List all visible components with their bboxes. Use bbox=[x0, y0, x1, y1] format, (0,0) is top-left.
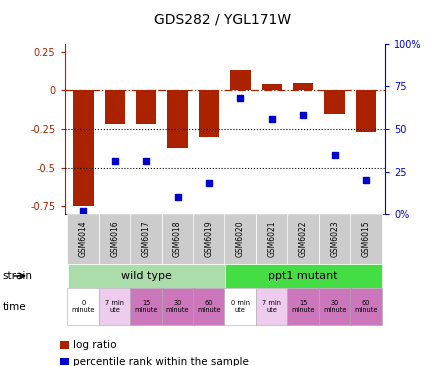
Bar bbox=[167, 90, 188, 147]
Bar bbox=[136, 90, 156, 124]
Text: strain: strain bbox=[2, 271, 32, 281]
Bar bbox=[199, 90, 219, 137]
Point bbox=[143, 158, 150, 164]
Text: 0 min
ute: 0 min ute bbox=[231, 300, 250, 313]
Point bbox=[206, 180, 213, 186]
Point bbox=[268, 116, 275, 122]
Text: GDS282 / YGL171W: GDS282 / YGL171W bbox=[154, 13, 291, 27]
Bar bbox=[262, 84, 282, 90]
Bar bbox=[324, 90, 345, 113]
Text: GSM6022: GSM6022 bbox=[299, 221, 308, 257]
Text: 60
minute: 60 minute bbox=[354, 300, 378, 313]
Text: GSM6019: GSM6019 bbox=[205, 220, 214, 257]
Text: 60
minute: 60 minute bbox=[197, 300, 221, 313]
Text: 7 min
ute: 7 min ute bbox=[105, 300, 124, 313]
Point bbox=[111, 158, 118, 164]
Text: GSM6020: GSM6020 bbox=[236, 220, 245, 257]
Bar bbox=[293, 83, 313, 90]
Text: 7 min
ute: 7 min ute bbox=[263, 300, 281, 313]
Text: GSM6014: GSM6014 bbox=[79, 220, 88, 257]
Text: log ratio: log ratio bbox=[73, 340, 117, 350]
Text: GSM6016: GSM6016 bbox=[110, 220, 119, 257]
Text: wild type: wild type bbox=[121, 271, 172, 281]
Text: 15
minute: 15 minute bbox=[291, 300, 315, 313]
Text: GSM6018: GSM6018 bbox=[173, 221, 182, 257]
Text: 30
minute: 30 minute bbox=[166, 300, 190, 313]
Text: 30
minute: 30 minute bbox=[323, 300, 346, 313]
Text: time: time bbox=[2, 302, 26, 312]
Text: percentile rank within the sample: percentile rank within the sample bbox=[73, 356, 249, 366]
Point bbox=[331, 152, 338, 157]
Point bbox=[174, 194, 181, 200]
Text: GSM6015: GSM6015 bbox=[362, 220, 371, 257]
Text: GSM6023: GSM6023 bbox=[330, 220, 339, 257]
Point bbox=[80, 208, 87, 214]
Bar bbox=[356, 90, 376, 132]
Text: ppt1 mutant: ppt1 mutant bbox=[268, 271, 338, 281]
Point bbox=[299, 112, 307, 118]
Bar bbox=[73, 90, 93, 206]
Text: 15
minute: 15 minute bbox=[134, 300, 158, 313]
Text: 0
minute: 0 minute bbox=[72, 300, 95, 313]
Text: GSM6017: GSM6017 bbox=[142, 220, 151, 257]
Bar bbox=[230, 70, 251, 90]
Text: GSM6021: GSM6021 bbox=[267, 221, 276, 257]
Point bbox=[237, 96, 244, 101]
Point bbox=[363, 177, 370, 183]
Bar bbox=[105, 90, 125, 124]
